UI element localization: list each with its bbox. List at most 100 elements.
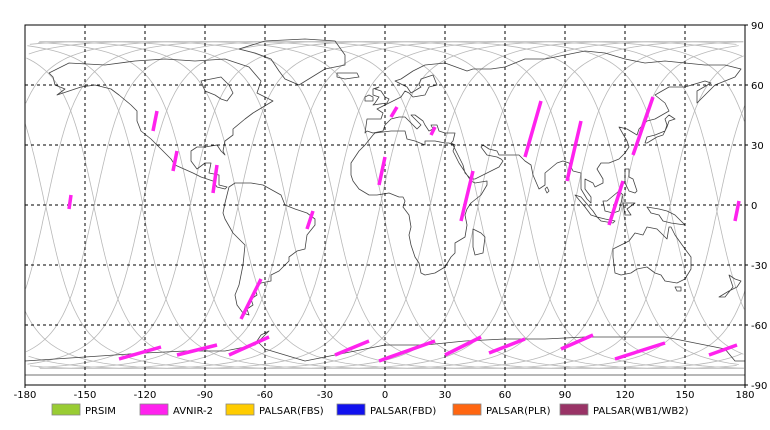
orbit-track	[429, 205, 742, 370]
swath-avnir-2	[211, 164, 219, 194]
swath-avnir-2	[488, 337, 526, 355]
swath-avnir-2	[378, 339, 436, 363]
coastline	[596, 216, 616, 224]
legend-swatch	[139, 403, 169, 416]
legend-label: PRSIM	[85, 406, 116, 417]
coastline	[222, 182, 316, 316]
x-tick-label: 90	[559, 390, 572, 401]
swath-avnir-2	[239, 278, 263, 320]
y-tick-label: 90	[751, 21, 764, 32]
swath-avnir-2	[334, 339, 370, 357]
swath-avnir-2	[151, 110, 159, 132]
coastline	[674, 286, 682, 292]
coastline	[602, 190, 624, 214]
orbit-track	[39, 41, 240, 206]
orbit-track	[45, 41, 743, 370]
coastline	[472, 228, 486, 256]
orbit-track	[93, 41, 737, 370]
orbit-track	[381, 205, 746, 370]
swath-avnir-2	[305, 210, 315, 230]
orbit-track	[715, 205, 745, 310]
x-tick-label: 120	[615, 390, 634, 401]
orbit-track	[27, 41, 528, 365]
y-tick-label: -30	[751, 261, 767, 272]
orbit-track	[28, 41, 720, 370]
x-tick-label: 0	[382, 390, 388, 401]
legend-swatch	[225, 403, 255, 416]
coastline	[364, 94, 374, 102]
x-tick-label: 180	[735, 390, 754, 401]
swath-avnir-2	[523, 100, 543, 158]
orbit-track	[24, 123, 46, 206]
y-tick-label: -90	[751, 381, 767, 392]
legend-label: AVNIR-2	[173, 406, 213, 417]
orbit-track	[525, 205, 744, 370]
legend-swatch	[452, 403, 482, 416]
legend-swatch	[559, 403, 589, 416]
orbit-track	[25, 41, 432, 289]
swath-avnir-2	[459, 170, 475, 222]
orbit-track	[621, 205, 739, 365]
observation-swaths	[67, 96, 741, 363]
orbit-track	[26, 57, 96, 206]
swath-avnir-2	[560, 333, 594, 351]
swath-avnir-2	[444, 335, 482, 357]
swath-avnir-2	[67, 194, 73, 210]
y-tick-label: 30	[751, 141, 764, 152]
coastline	[336, 72, 360, 80]
x-tick-label: 150	[675, 390, 694, 401]
coastline	[624, 168, 638, 194]
coastline	[48, 58, 274, 190]
swath-avnir-2	[733, 200, 741, 222]
coastline	[622, 202, 636, 216]
coastline	[644, 114, 676, 144]
x-tick-label: -180	[14, 390, 37, 401]
orbit-track	[38, 42, 192, 206]
y-tick-label: 0	[751, 201, 757, 212]
x-tick-label: -120	[134, 390, 157, 401]
legend-swatch	[51, 403, 81, 416]
x-tick-label: -90	[197, 390, 213, 401]
swath-avnir-2	[228, 335, 270, 357]
lat-lon-grid	[25, 25, 745, 385]
x-tick-label: 60	[499, 390, 512, 401]
legend: PRSIM AVNIR-2 PALSAR(FBS) PALSAR(FBD) PALSAR…	[51, 403, 689, 417]
y-tick-label: 60	[751, 81, 764, 92]
coastline	[612, 226, 692, 284]
orbit-track	[27, 45, 144, 206]
orbit-track	[333, 105, 746, 370]
swath-avnir-2	[708, 343, 738, 357]
swath-avnir-2	[631, 96, 655, 156]
coastline	[350, 50, 742, 276]
orbit-track	[669, 205, 744, 355]
orbit-track	[39, 41, 624, 369]
x-tick-label: -60	[257, 390, 273, 401]
orbit-tracks	[24, 41, 746, 370]
x-tick-label: -30	[317, 390, 333, 401]
x-tick-label: 30	[439, 390, 452, 401]
legend-swatch	[336, 403, 366, 416]
swath-avnir-2	[118, 345, 162, 361]
legend-label: PALSAR(WB1/WB2)	[593, 406, 689, 417]
orbit-track	[25, 41, 384, 206]
orbit-track	[189, 41, 744, 370]
swath-avnir-2	[614, 341, 666, 361]
coastline	[372, 86, 390, 106]
legend-label: PALSAR(FBS)	[259, 406, 324, 417]
orbit-track	[573, 205, 744, 369]
swath-avnir-2	[377, 156, 387, 186]
swath-avnir-2	[171, 150, 179, 172]
swath-avnir-2	[607, 180, 625, 226]
swath-avnir-2	[565, 120, 583, 182]
orbit-track	[28, 41, 336, 206]
legend-label: PALSAR(PLR)	[486, 406, 551, 417]
x-tick-label: -150	[74, 390, 97, 401]
axis-ticks: -180 -150 -120 -90 -60 -30 0 30 60 90 120 150 180 90 6…	[14, 21, 768, 401]
swath-avnir-2	[176, 343, 218, 357]
coastline	[718, 274, 742, 298]
orbit-track	[285, 55, 744, 370]
coastline	[544, 186, 550, 194]
orbit-track	[38, 41, 576, 368]
y-tick-label: -60	[751, 321, 767, 332]
